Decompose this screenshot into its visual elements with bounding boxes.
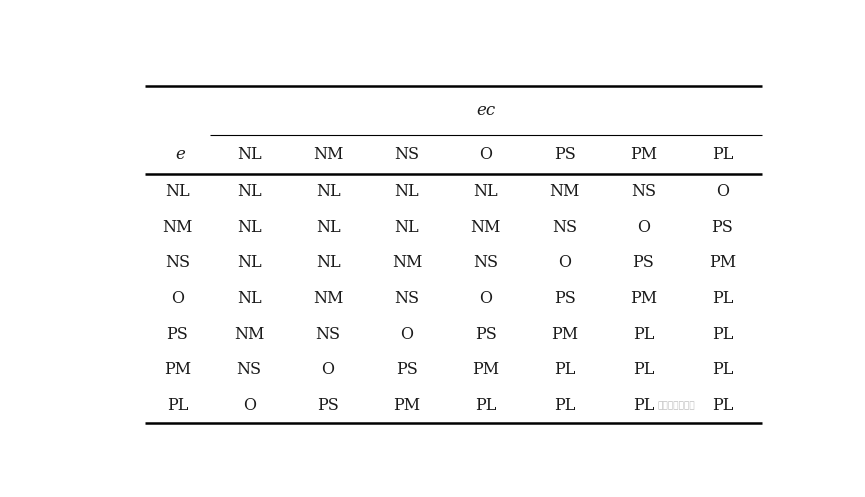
Text: PL: PL	[712, 361, 733, 378]
Text: NM: NM	[313, 146, 343, 163]
Text: PS: PS	[166, 326, 189, 343]
Text: PS: PS	[317, 397, 339, 414]
Text: NS: NS	[394, 146, 420, 163]
Text: PL: PL	[712, 397, 733, 414]
Text: PL: PL	[167, 397, 188, 414]
Text: 燃料电池小课堂: 燃料电池小课堂	[657, 401, 695, 410]
Text: PM: PM	[630, 290, 657, 307]
Text: O: O	[322, 361, 335, 378]
Text: NM: NM	[392, 254, 422, 271]
Text: O: O	[171, 290, 184, 307]
Text: O: O	[558, 254, 571, 271]
Text: PM: PM	[472, 361, 499, 378]
Text: O: O	[637, 219, 650, 236]
Text: NL: NL	[165, 183, 189, 200]
Text: PM: PM	[630, 146, 657, 163]
Text: O: O	[243, 397, 256, 414]
Text: NS: NS	[631, 183, 656, 200]
Text: NS: NS	[316, 326, 341, 343]
Text: ec: ec	[477, 102, 496, 119]
Text: NL: NL	[237, 254, 261, 271]
Text: NL: NL	[316, 219, 340, 236]
Text: PL: PL	[554, 397, 575, 414]
Text: PL: PL	[712, 326, 733, 343]
Text: NL: NL	[237, 183, 261, 200]
Text: PL: PL	[712, 146, 733, 163]
Text: PM: PM	[551, 326, 578, 343]
Text: PS: PS	[554, 146, 575, 163]
Text: PM: PM	[163, 361, 191, 378]
Text: NM: NM	[234, 326, 265, 343]
Text: PL: PL	[633, 326, 654, 343]
Text: NS: NS	[165, 254, 190, 271]
Text: NS: NS	[237, 361, 262, 378]
Text: NL: NL	[237, 290, 261, 307]
Text: PM: PM	[394, 397, 420, 414]
Text: PS: PS	[554, 290, 575, 307]
Text: NL: NL	[237, 146, 261, 163]
Text: PS: PS	[711, 219, 734, 236]
Text: O: O	[716, 183, 729, 200]
Text: PL: PL	[633, 361, 654, 378]
Text: NS: NS	[473, 254, 498, 271]
Text: PM: PM	[708, 254, 736, 271]
Text: PL: PL	[475, 397, 497, 414]
Text: NM: NM	[162, 219, 193, 236]
Text: PS: PS	[396, 361, 418, 378]
Text: PL: PL	[554, 361, 575, 378]
Text: NL: NL	[316, 254, 340, 271]
Text: NL: NL	[394, 183, 420, 200]
Text: NS: NS	[552, 219, 577, 236]
Text: PS: PS	[475, 326, 497, 343]
Text: PS: PS	[632, 254, 654, 271]
Text: e: e	[176, 146, 186, 163]
Text: PL: PL	[633, 397, 654, 414]
Text: PL: PL	[712, 290, 733, 307]
Text: O: O	[479, 290, 492, 307]
Text: NM: NM	[313, 290, 343, 307]
Text: NL: NL	[316, 183, 340, 200]
Text: NL: NL	[394, 219, 420, 236]
Text: O: O	[479, 146, 492, 163]
Text: NL: NL	[473, 183, 498, 200]
Text: NL: NL	[237, 219, 261, 236]
Text: NM: NM	[471, 219, 501, 236]
Text: NS: NS	[394, 290, 420, 307]
Text: O: O	[400, 326, 413, 343]
Text: NM: NM	[549, 183, 580, 200]
